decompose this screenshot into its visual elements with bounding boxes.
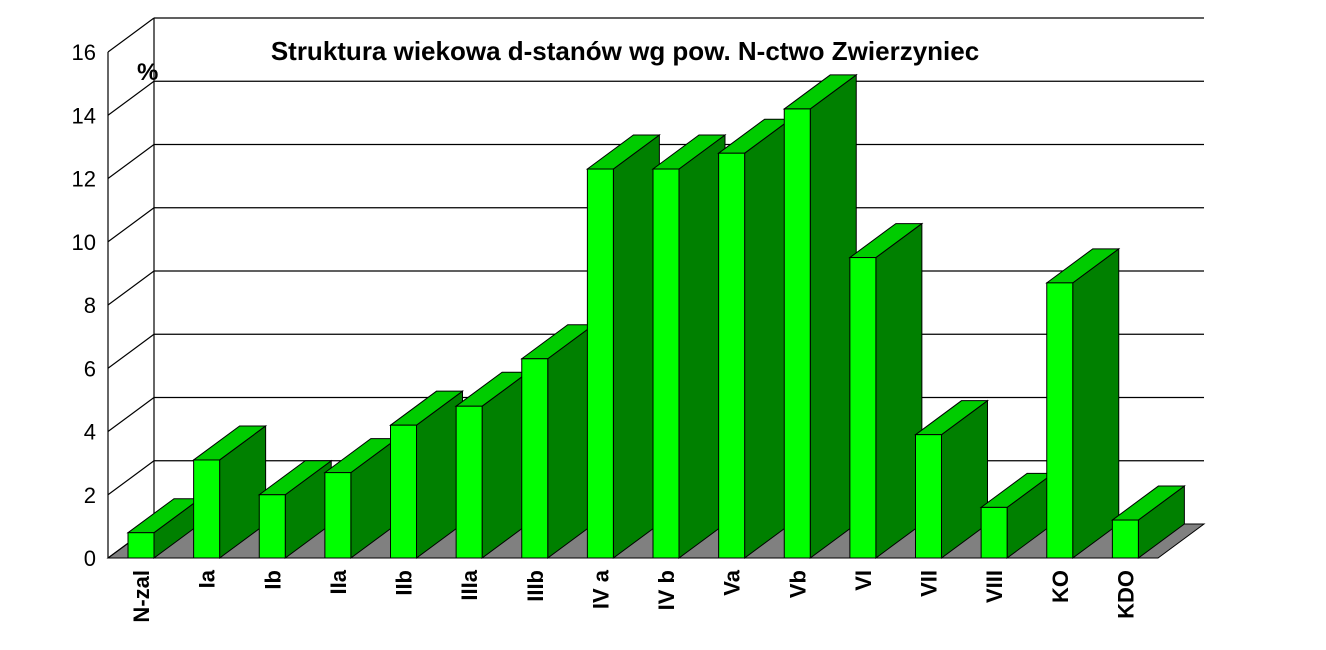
bar-side	[678, 134, 726, 559]
x-tick-label: IIIa	[457, 569, 482, 600]
bar-side	[1072, 247, 1120, 559]
bar	[126, 497, 202, 559]
x-tick-label: IIa	[326, 569, 351, 594]
bar-front	[1111, 519, 1139, 559]
bar-side	[809, 73, 857, 559]
y-tick-label: 10	[72, 230, 96, 255]
y-tick-label: 8	[84, 293, 96, 318]
gridline-diagonal	[107, 207, 155, 243]
x-tick-label: IIb	[392, 570, 417, 596]
y-tick-label: 14	[72, 103, 96, 128]
gridline-diagonal	[107, 80, 155, 116]
bar	[717, 118, 793, 559]
bar-side	[547, 323, 595, 559]
x-tick-label: KO	[1048, 570, 1073, 603]
x-tick-label: Ia	[195, 569, 220, 588]
bar-front	[849, 257, 877, 559]
x-tick-label: Va	[720, 569, 745, 595]
y-tick-label: 2	[84, 483, 96, 508]
bar	[913, 399, 990, 559]
bar-side	[875, 222, 923, 559]
bar	[651, 134, 727, 559]
bar	[1045, 247, 1121, 559]
bar-front	[455, 405, 483, 559]
bar-front	[586, 168, 614, 559]
bar	[782, 73, 858, 559]
bar-front	[258, 494, 286, 559]
bar	[1110, 485, 1186, 559]
gridline-diagonal	[107, 144, 155, 179]
bar	[520, 323, 596, 559]
y-tick-label: 6	[84, 356, 96, 381]
x-tick-label: IV a	[588, 569, 613, 609]
x-tick-label: VI	[851, 570, 876, 591]
bar-front	[652, 168, 680, 559]
x-tick-label: Ib	[260, 570, 285, 590]
gridline-diagonal	[107, 460, 155, 496]
bar-front	[521, 358, 549, 559]
bar-side	[744, 118, 792, 559]
bar	[585, 134, 661, 559]
y-axis-label: %	[137, 59, 158, 86]
bar-front	[193, 459, 221, 559]
x-tick-label: Vb	[785, 570, 810, 598]
bar	[192, 424, 268, 559]
bar-side	[612, 134, 660, 559]
x-tick-label: IIIb	[523, 570, 548, 602]
bar	[848, 222, 924, 559]
x-tick-label: KDO	[1113, 570, 1138, 619]
bar-front	[390, 424, 417, 559]
y-tick-label: 12	[72, 167, 96, 192]
bar	[257, 459, 333, 559]
y-tick-label: 0	[84, 546, 96, 571]
y-tick-label: 4	[84, 420, 96, 445]
x-tick-label: VIII	[982, 570, 1007, 603]
bar-front	[127, 532, 155, 559]
bar-front	[324, 472, 352, 559]
x-tick-label: IV b	[654, 570, 679, 610]
bar	[454, 371, 530, 559]
x-tick-label: VII	[917, 570, 942, 597]
bar-front	[1046, 282, 1074, 559]
gridline-diagonal	[107, 17, 155, 53]
bar	[979, 472, 1055, 559]
bar	[323, 437, 399, 559]
gridline-diagonal	[107, 333, 155, 369]
y-tick-label: 16	[72, 40, 96, 65]
bar-front	[783, 108, 811, 559]
bar-front	[718, 152, 746, 559]
bar-front	[915, 434, 942, 559]
x-tick-label: N-zal	[129, 570, 154, 623]
gridline-diagonal	[107, 397, 155, 432]
gridline-diagonal	[107, 270, 155, 306]
bar-front	[980, 506, 1008, 559]
chart-title: Struktura wiekowa d-stanów wg pow. N-ctw…	[271, 36, 979, 66]
